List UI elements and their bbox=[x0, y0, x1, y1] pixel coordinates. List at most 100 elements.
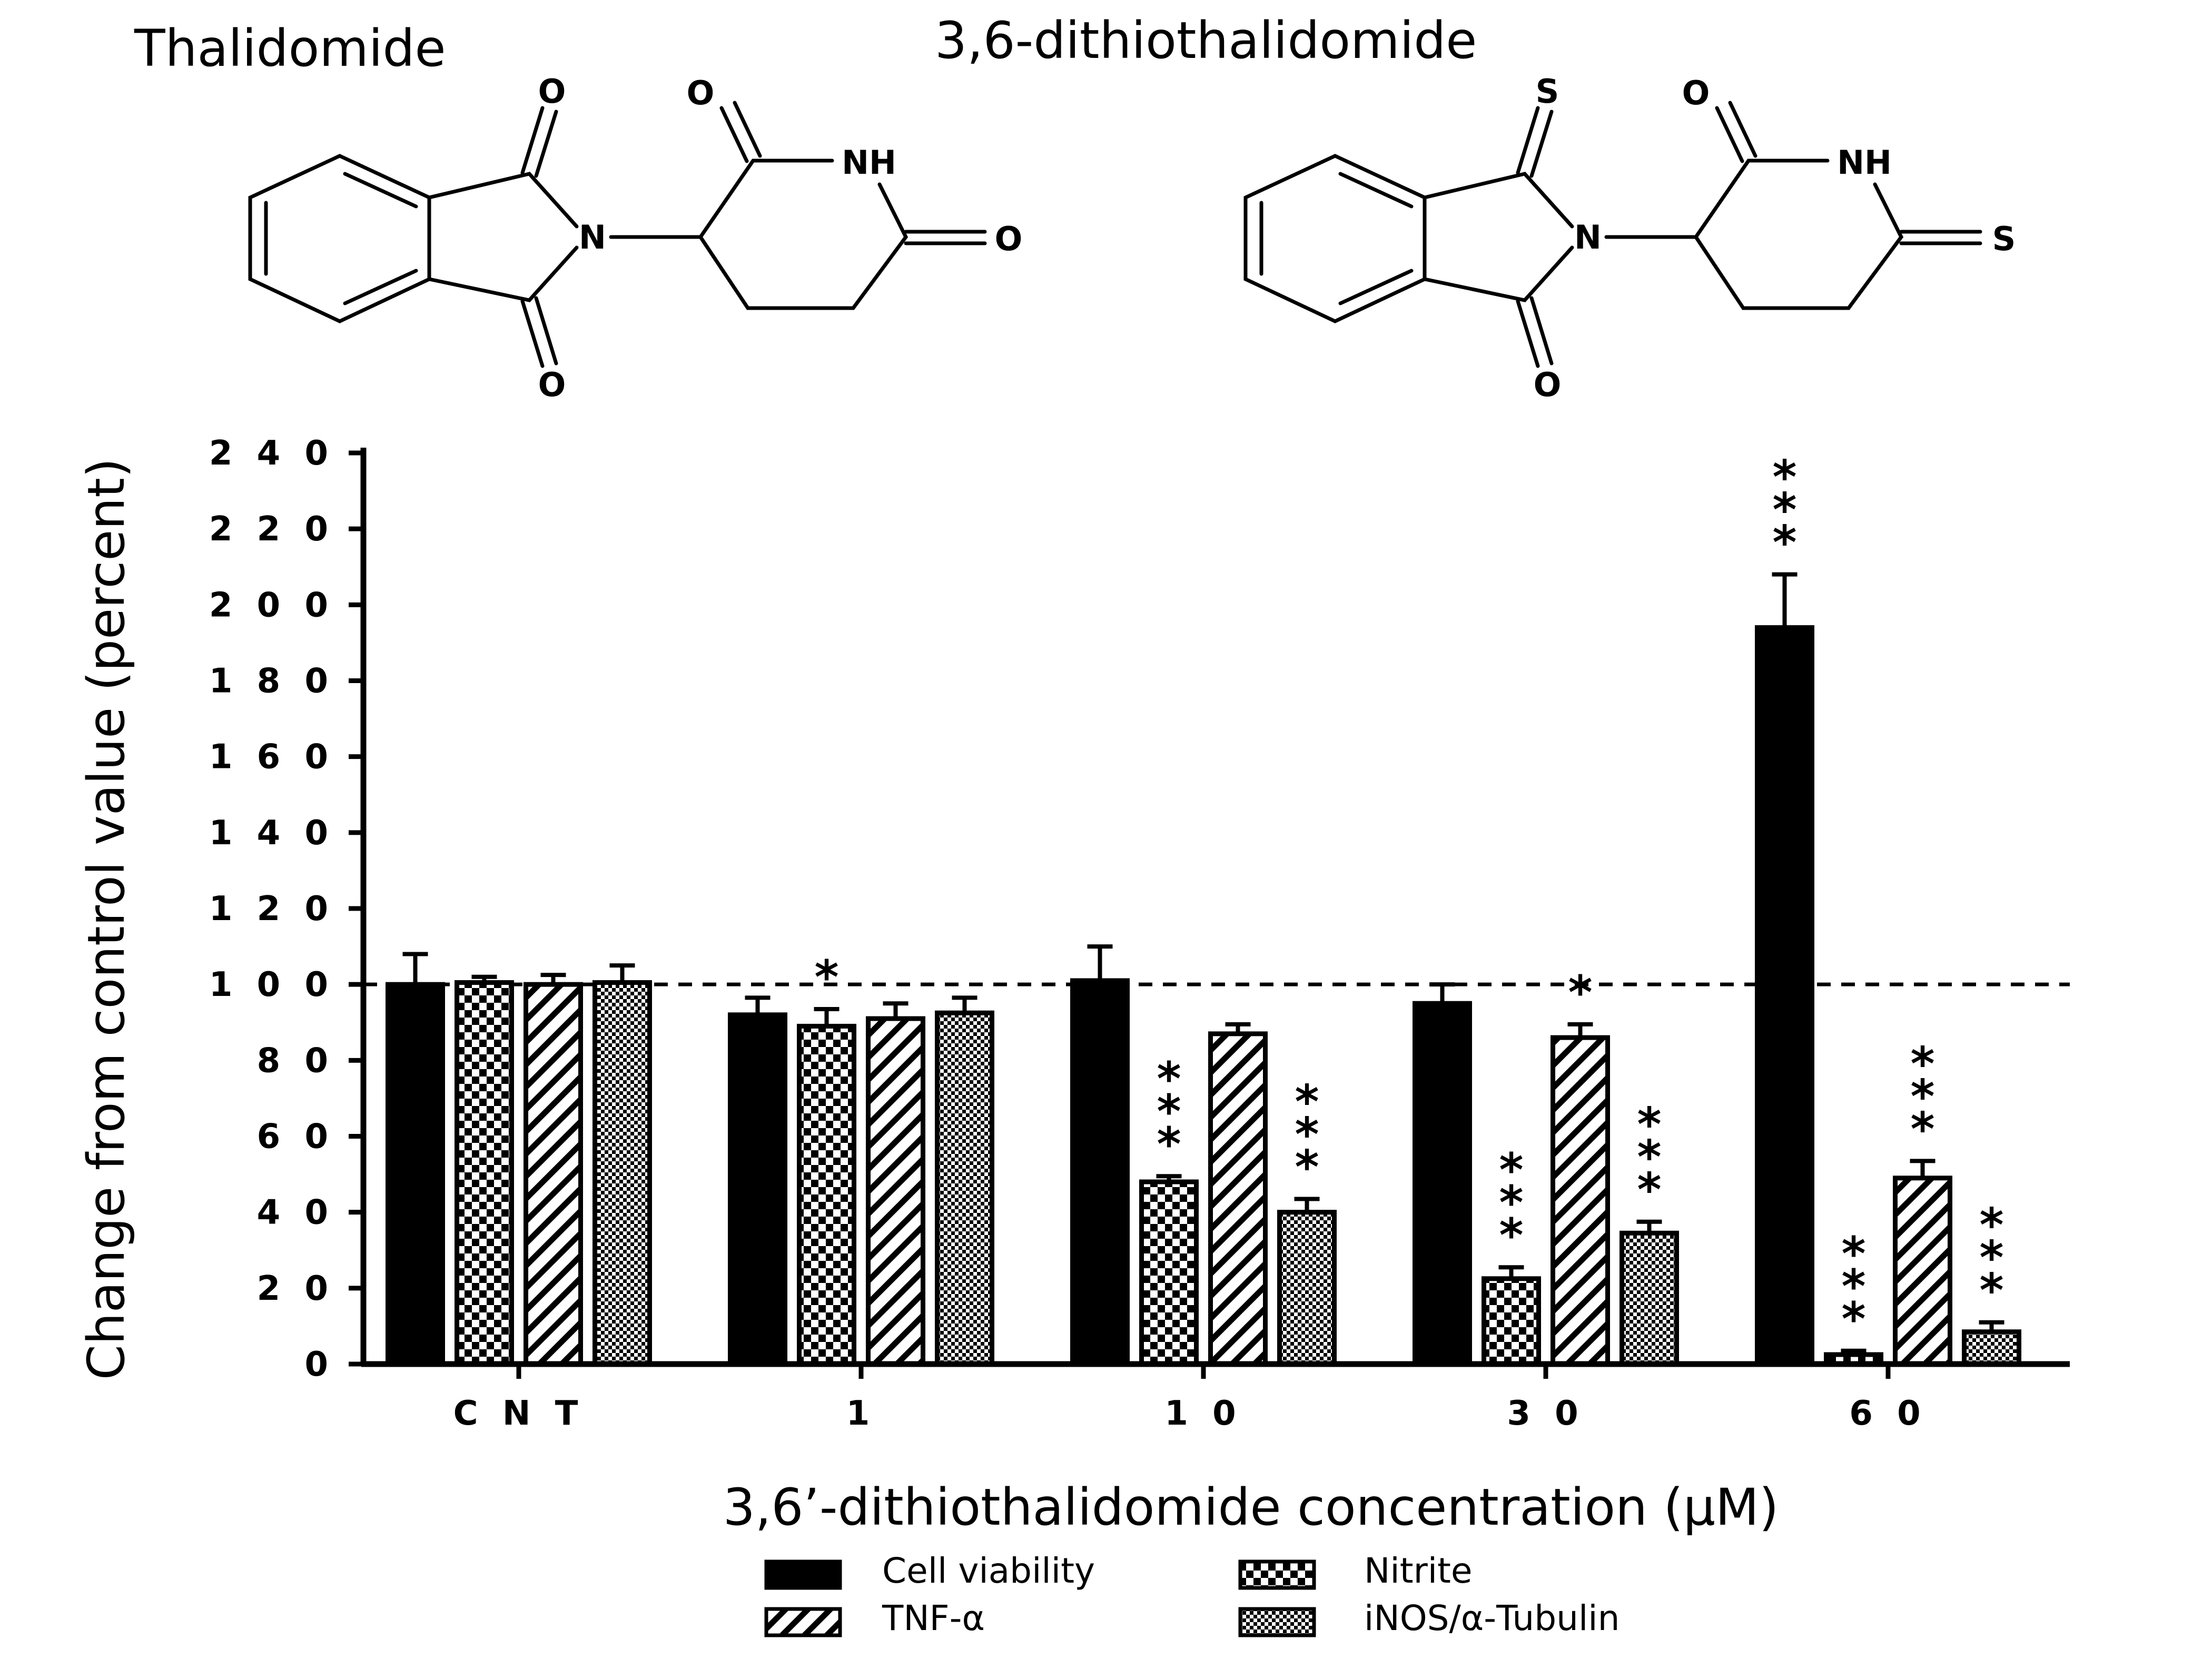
bar bbox=[1139, 1179, 1199, 1367]
y-axis-ticks: 0 2 0 4 0 6 0 8 0 1 0 0 1 2 0 1 4 0 1 6 0 1 8 0 2 … bbox=[209, 434, 363, 1384]
bar-group: * bbox=[797, 950, 856, 1367]
atom-n-imide: N bbox=[579, 218, 606, 256]
bar-group: *** bbox=[1139, 1052, 1199, 1367]
significance-star: * bbox=[1499, 1143, 1523, 1197]
significance-star: * bbox=[1841, 1227, 1865, 1281]
x-tick-label: C N T bbox=[453, 1394, 585, 1433]
legend-swatch bbox=[1238, 1607, 1316, 1637]
atom-s-top: S bbox=[1536, 72, 1559, 111]
significance-star: * bbox=[1157, 1084, 1181, 1139]
bar bbox=[592, 980, 652, 1367]
atom-n-imide-2: N bbox=[1574, 218, 1602, 256]
bar-group bbox=[866, 1001, 925, 1367]
atom-nh-2: NH bbox=[1837, 143, 1892, 182]
bar-group: *** bbox=[1962, 1198, 2021, 1367]
dithiothalidomide-bonds bbox=[1243, 101, 1982, 368]
atom-nh: NH bbox=[842, 143, 896, 182]
bar-group bbox=[1070, 944, 1130, 1367]
significance-star: * bbox=[1499, 1176, 1523, 1230]
y-tick-label: 1 8 0 bbox=[209, 662, 334, 701]
bar-group: *** bbox=[1755, 450, 1814, 1367]
legend-label: Cell viability bbox=[882, 1551, 1095, 1591]
atom-o-ring-top: O bbox=[687, 74, 715, 112]
y-tick-label: 2 2 0 bbox=[209, 510, 334, 549]
legend-label: Nitrite bbox=[1364, 1551, 1473, 1591]
bar bbox=[1551, 1035, 1610, 1367]
bar bbox=[797, 1023, 856, 1367]
significance-star: * bbox=[1568, 965, 1592, 1020]
bar bbox=[1070, 978, 1130, 1367]
bar-chart: 0 2 0 4 0 6 0 8 0 1 0 0 1 2 0 1 4 0 1 6 0 1 8 0 2 … bbox=[77, 434, 2070, 1537]
bar-group: *** bbox=[1824, 1227, 1883, 1367]
structure-dithiothalidomide: 3,6-dithiothalidomide S O N O NH S bbox=[935, 11, 2016, 404]
significance-star: * bbox=[1841, 1292, 1865, 1346]
atom-o-bottom: O bbox=[538, 366, 566, 404]
legend-entry: Nitrite bbox=[1238, 1551, 1473, 1591]
x-tick-label: 1 0 bbox=[1164, 1394, 1242, 1433]
significance-star: * bbox=[1910, 1036, 1934, 1091]
significance-star: * bbox=[1499, 1208, 1523, 1262]
structure-thalidomide: Thalidomide bbox=[134, 19, 1022, 404]
structure-title-dithiothalidomide: 3,6-dithiothalidomide bbox=[935, 11, 1477, 70]
bar-group bbox=[524, 973, 583, 1367]
atom-o-ring-top-2: O bbox=[1682, 74, 1710, 112]
significance-star: * bbox=[1841, 1259, 1865, 1314]
bar bbox=[386, 982, 445, 1367]
x-tick-label: 6 0 bbox=[1849, 1394, 1927, 1433]
axes bbox=[360, 448, 2070, 1367]
bar bbox=[455, 980, 514, 1367]
bar-group: *** bbox=[1482, 1143, 1541, 1367]
legend-entry: Cell viability bbox=[764, 1551, 1095, 1591]
significance-star: * bbox=[1910, 1102, 1934, 1156]
bar bbox=[1962, 1329, 2021, 1367]
bar bbox=[728, 1012, 787, 1367]
bar-group bbox=[935, 995, 994, 1367]
significance-star: * bbox=[1637, 1163, 1661, 1217]
y-tick-label: 1 6 0 bbox=[209, 738, 334, 777]
bar bbox=[524, 982, 583, 1367]
y-tick-label: 6 0 bbox=[257, 1118, 334, 1157]
legend-label: iNOS/α-Tubulin bbox=[1364, 1598, 1619, 1638]
significance-star: * bbox=[1157, 1052, 1181, 1106]
y-tick-label: 1 4 0 bbox=[209, 814, 334, 853]
significance-star: * bbox=[1979, 1231, 2003, 1285]
y-axis-title: Change from control value (percent) bbox=[77, 458, 136, 1380]
significance-star: * bbox=[1295, 1140, 1319, 1194]
bar-group bbox=[1208, 1022, 1268, 1367]
legend-label: TNF-α bbox=[882, 1598, 985, 1638]
bar-group bbox=[1413, 982, 1472, 1367]
bar bbox=[1208, 1031, 1268, 1367]
structure-title-thalidomide: Thalidomide bbox=[134, 19, 446, 78]
bar bbox=[1893, 1176, 1952, 1367]
y-tick-label: 8 0 bbox=[257, 1041, 334, 1080]
bar bbox=[1755, 625, 1814, 1367]
bar bbox=[935, 1010, 994, 1367]
bars: ************************** bbox=[386, 450, 2021, 1367]
legend-entry: TNF-α bbox=[764, 1598, 985, 1638]
legend-entry: iNOS/α-Tubulin bbox=[1238, 1598, 1619, 1638]
significance-star: * bbox=[1295, 1107, 1319, 1161]
x-axis-ticks: C N T 1 1 0 3 0 6 0 bbox=[453, 1364, 1927, 1433]
significance-star: * bbox=[1979, 1263, 2003, 1318]
significance-star: * bbox=[1157, 1117, 1181, 1171]
x-tick-label: 1 bbox=[846, 1394, 876, 1433]
significance-star: * bbox=[1910, 1069, 1934, 1123]
bar-group bbox=[386, 952, 445, 1367]
y-tick-label: 4 0 bbox=[257, 1193, 334, 1232]
atom-o-bottom-2: O bbox=[1534, 366, 1562, 404]
bar-group: *** bbox=[1619, 1098, 1679, 1367]
atom-o-ring-right: O bbox=[995, 220, 1023, 258]
x-tick-label: 3 0 bbox=[1507, 1394, 1584, 1433]
significance-star: * bbox=[1979, 1198, 2003, 1252]
bar bbox=[1619, 1230, 1679, 1367]
legend-swatch bbox=[764, 1607, 842, 1637]
bar-group bbox=[455, 974, 514, 1367]
significance-star: * bbox=[1772, 483, 1796, 537]
bar bbox=[1413, 1001, 1472, 1367]
y-tick-label: 0 bbox=[304, 1345, 334, 1384]
legend-swatch bbox=[1238, 1559, 1316, 1590]
bar bbox=[1482, 1276, 1541, 1367]
x-axis-title: 3,6’-dithiothalidomide concentration (μM… bbox=[723, 1478, 1779, 1537]
significance-star: * bbox=[1637, 1130, 1661, 1184]
